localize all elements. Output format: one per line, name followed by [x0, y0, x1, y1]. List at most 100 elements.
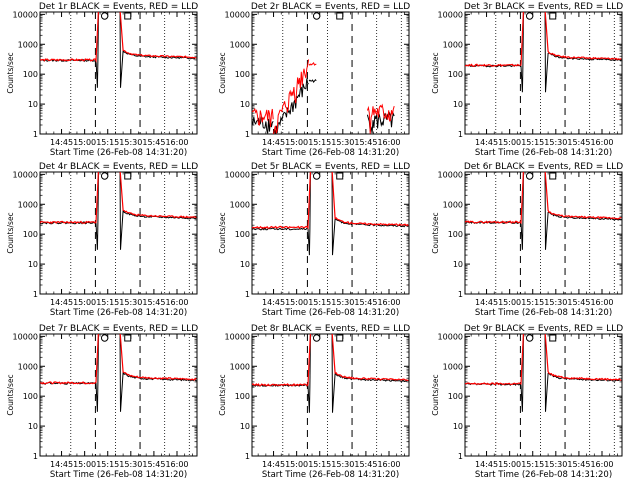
y-tick-label: 1 — [245, 130, 250, 139]
panel-det-1: Det 1r BLACK = Events, RED = LLD 1 10 100 10… — [6, 2, 198, 158]
x-axis-label: Start Time (26-Feb-08 14:31:20) — [50, 308, 187, 318]
black-series-line — [40, 12, 197, 88]
x-tick-label: 15:15 — [308, 138, 331, 147]
x-tick-label: 14:45 — [50, 138, 73, 147]
circle-marker — [312, 12, 321, 20]
y-axis-label: Counts/sec — [6, 212, 15, 253]
y-tick-label: 100 — [448, 230, 463, 239]
x-axis-label: Start Time (26-Feb-08 14:31:20) — [50, 470, 187, 480]
x-tick-label: 15:45 — [567, 298, 590, 307]
plot-frame — [251, 333, 410, 457]
y-tick-label: 10 — [28, 422, 38, 431]
x-axis-label: Start Time (26-Feb-08 14:31:20) — [475, 308, 612, 318]
square-marker — [549, 12, 557, 20]
x-tick-label: 15:15 — [96, 460, 119, 469]
y-tick-label: 10000 — [13, 332, 38, 341]
panel-det-8: Det 8r BLACK = Events, RED = LLD 1 10 100 10… — [218, 324, 410, 480]
plot-frame — [464, 171, 623, 295]
black-series-line — [465, 334, 622, 412]
y-tick-label: 1000 — [230, 200, 250, 209]
red-series-line — [252, 59, 395, 134]
red-series-line — [40, 334, 197, 385]
x-tick-label: 16:00 — [590, 460, 613, 469]
x-tick-label: 15:00 — [285, 460, 308, 469]
x-tick-label: 15:30 — [331, 298, 354, 307]
square-marker — [549, 334, 557, 342]
black-series-line — [40, 172, 197, 250]
x-tick-label: 15:15 — [308, 460, 331, 469]
panel-title: Det 8r BLACK = Events, RED = LLD — [251, 324, 410, 334]
panel-det-6: Det 6r BLACK = Events, RED = LLD 1 10 100 10… — [431, 162, 623, 318]
x-tick-label: 15:00 — [285, 298, 308, 307]
circle-marker — [100, 172, 109, 180]
x-tick-label: 16:00 — [165, 138, 188, 147]
x-tick-label: 15:45 — [142, 460, 165, 469]
y-tick-label: 10 — [453, 260, 463, 269]
panel-title: Det 1r BLACK = Events, RED = LLD — [39, 2, 198, 12]
x-tick-label: 14:45 — [475, 460, 498, 469]
x-tick-label: 15:30 — [544, 460, 567, 469]
black-series-line — [465, 172, 622, 250]
square-marker — [336, 172, 344, 180]
black-series-line — [40, 334, 197, 412]
y-tick-label: 1 — [245, 290, 250, 299]
circle-marker — [525, 334, 534, 342]
circle-marker — [525, 172, 534, 180]
x-tick-label: 15:45 — [354, 298, 377, 307]
x-tick-label: 15:00 — [285, 138, 308, 147]
x-tick-label: 15:45 — [567, 460, 590, 469]
y-tick-label: 1000 — [443, 40, 463, 49]
y-tick-label: 100 — [448, 392, 463, 401]
y-tick-label: 10000 — [225, 170, 250, 179]
x-tick-label: 15:15 — [521, 460, 544, 469]
y-tick-label: 10000 — [438, 170, 463, 179]
y-tick-label: 100 — [23, 230, 38, 239]
black-series-line — [252, 334, 409, 413]
red-series-line — [465, 172, 622, 225]
black-series-line — [465, 12, 622, 93]
plot-frame — [251, 11, 410, 135]
panel-det-9: Det 9r BLACK = Events, RED = LLD 1 10 100 10… — [431, 324, 623, 480]
x-tick-label: 15:30 — [544, 138, 567, 147]
black-series-line — [252, 172, 409, 256]
panel-title: Det 4r BLACK = Events, RED = LLD — [39, 162, 198, 172]
x-tick-label: 15:00 — [73, 138, 96, 147]
panel-title: Det 7r BLACK = Events, RED = LLD — [39, 324, 198, 334]
y-tick-label: 100 — [235, 70, 250, 79]
x-tick-label: 15:45 — [567, 138, 590, 147]
y-tick-label: 1 — [458, 130, 463, 139]
y-tick-label: 1 — [458, 452, 463, 461]
plot-frame — [39, 11, 198, 135]
plot-frame — [464, 333, 623, 457]
y-tick-label: 100 — [235, 230, 250, 239]
panel-det-5: Det 5r BLACK = Events, RED = LLD 1 10 100 10… — [218, 162, 410, 318]
x-tick-label: 15:00 — [498, 138, 521, 147]
x-tick-label: 15:15 — [521, 138, 544, 147]
x-tick-label: 14:45 — [475, 138, 498, 147]
x-tick-label: 15:15 — [96, 138, 119, 147]
y-tick-label: 10000 — [438, 332, 463, 341]
y-tick-label: 1 — [33, 130, 38, 139]
plot-frame — [39, 333, 198, 457]
x-tick-label: 15:30 — [119, 460, 142, 469]
panel-title: Det 3r BLACK = Events, RED = LLD — [464, 2, 623, 12]
x-tick-label: 16:00 — [165, 460, 188, 469]
x-tick-label: 15:30 — [119, 298, 142, 307]
x-tick-label: 15:15 — [308, 298, 331, 307]
y-axis-label: Counts/sec — [6, 52, 15, 93]
plot-frame — [464, 11, 623, 135]
y-tick-label: 1000 — [18, 362, 38, 371]
red-series-line — [40, 12, 197, 63]
y-tick-label: 10000 — [438, 10, 463, 19]
y-tick-label: 1000 — [443, 200, 463, 209]
y-axis-label: Counts/sec — [431, 374, 440, 415]
y-tick-label: 10000 — [225, 10, 250, 19]
x-tick-label: 15:45 — [142, 298, 165, 307]
red-series-line — [40, 172, 197, 225]
y-tick-label: 10 — [240, 422, 250, 431]
y-tick-label: 1 — [33, 452, 38, 461]
x-tick-label: 14:45 — [475, 298, 498, 307]
circle-marker — [525, 12, 534, 20]
y-tick-label: 100 — [448, 70, 463, 79]
y-tick-label: 10 — [453, 422, 463, 431]
